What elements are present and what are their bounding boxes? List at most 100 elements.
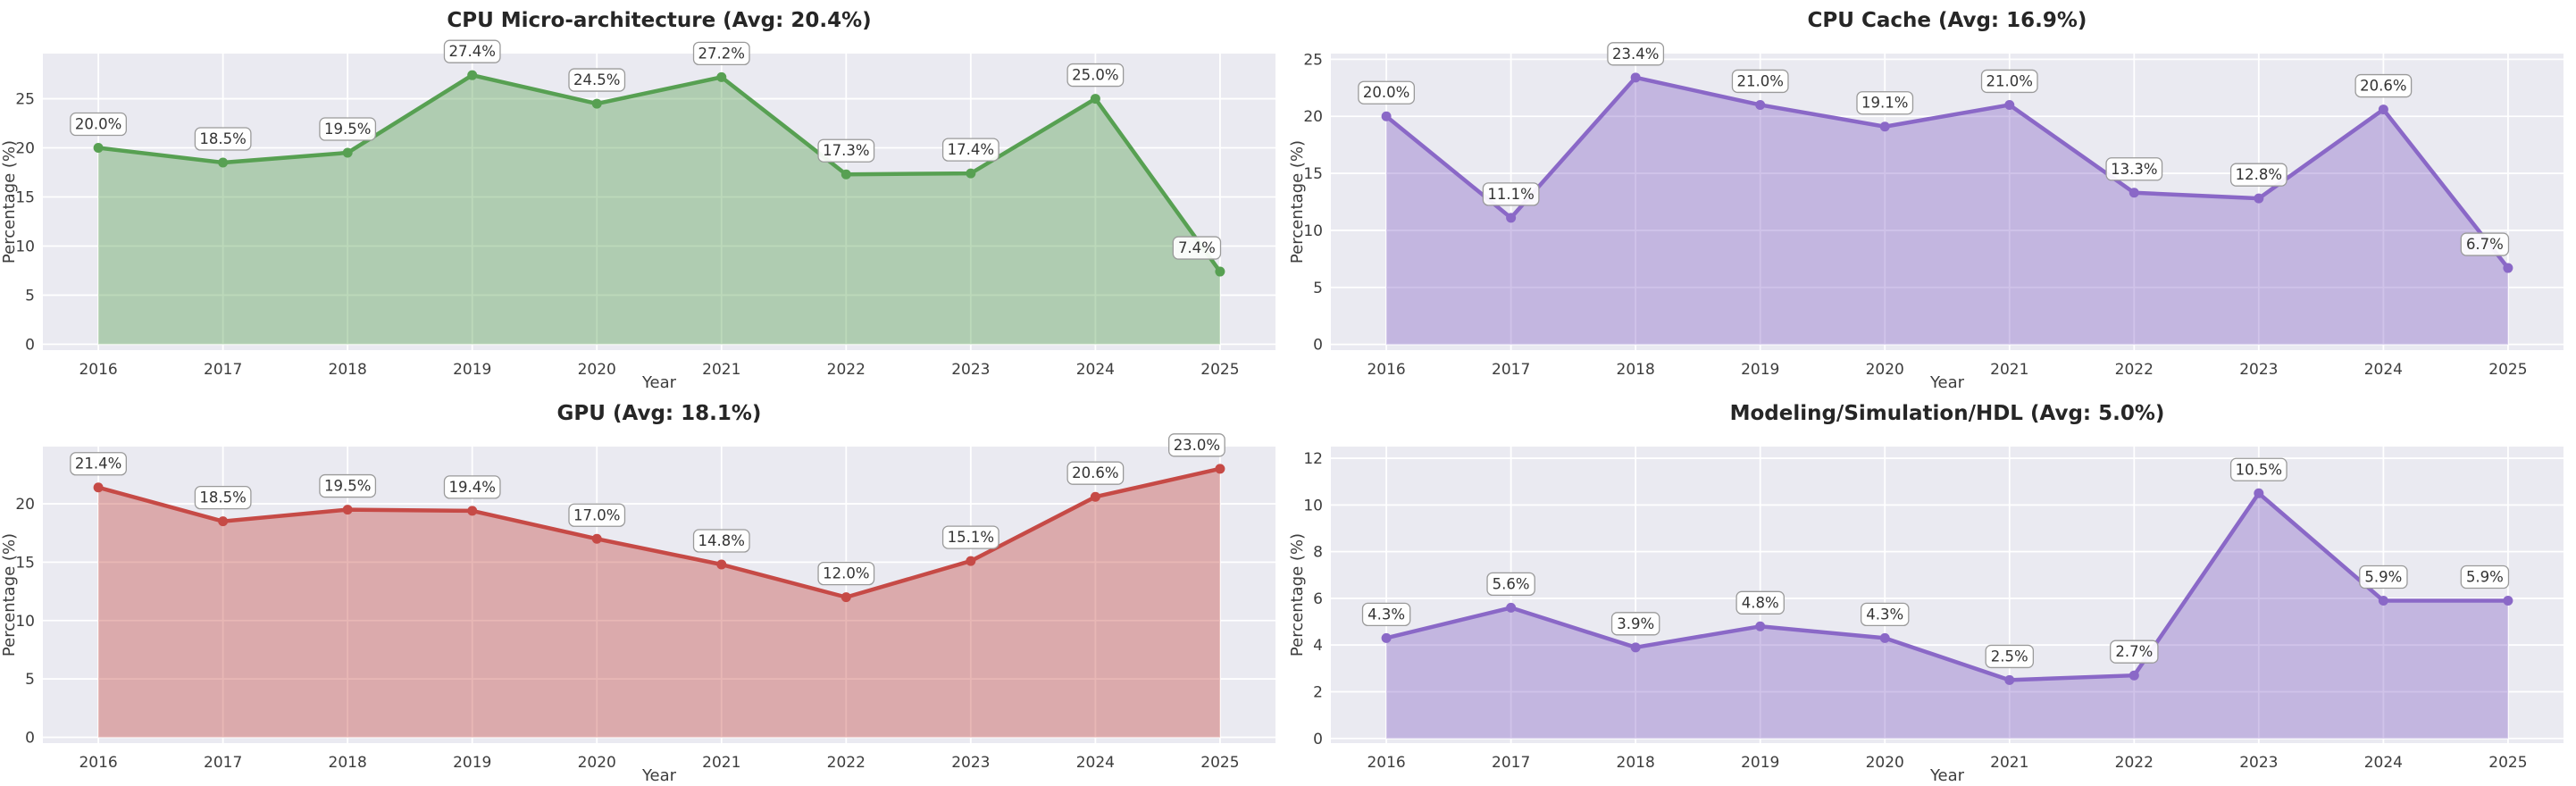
svg-text:5.9%: 5.9%	[2364, 569, 2402, 586]
svg-text:0: 0	[1313, 731, 1323, 748]
svg-text:27.2%: 27.2%	[698, 45, 745, 62]
svg-text:20.0%: 20.0%	[1363, 84, 1409, 101]
svg-text:2016: 2016	[1367, 754, 1405, 772]
svg-text:2017: 2017	[1492, 361, 1530, 379]
svg-text:Modeling/Simulation/HDL (Avg:: Modeling/Simulation/HDL (Avg: 5.0%)	[1730, 402, 2165, 425]
svg-text:4: 4	[1313, 637, 1323, 655]
svg-text:17.3%: 17.3%	[823, 142, 869, 159]
svg-text:2022: 2022	[827, 754, 866, 772]
svg-text:21.0%: 21.0%	[1986, 72, 2033, 89]
svg-text:19.5%: 19.5%	[324, 478, 371, 495]
svg-text:2018: 2018	[329, 754, 367, 772]
svg-text:0: 0	[25, 336, 35, 354]
svg-text:20.6%: 20.6%	[2360, 78, 2406, 95]
svg-text:17.4%: 17.4%	[948, 141, 994, 158]
svg-text:2021: 2021	[702, 754, 740, 772]
svg-text:Percentage (%): Percentage (%)	[0, 533, 19, 656]
svg-text:2024: 2024	[1076, 361, 1115, 379]
svg-text:25: 25	[15, 91, 35, 109]
chart-cell-cpu-cache: 0 5 10 15 20 25 2016 2017 2018 2019 2020 2021 2022 20…	[1288, 0, 2576, 393]
svg-text:2: 2	[1313, 683, 1323, 701]
svg-text:25.0%: 25.0%	[1072, 67, 1118, 84]
svg-text:2021: 2021	[702, 361, 740, 379]
svg-text:2016: 2016	[79, 754, 117, 772]
svg-text:Percentage (%): Percentage (%)	[1288, 140, 1307, 263]
svg-text:2019: 2019	[1741, 361, 1779, 379]
svg-text:5: 5	[1313, 280, 1323, 297]
svg-text:27.4%: 27.4%	[448, 43, 495, 60]
gpu-chart: 0 5 10 15 20 2016 2017 2018 2019 2020 2021 2022 2023…	[0, 402, 1275, 785]
svg-text:2016: 2016	[1367, 361, 1405, 379]
svg-text:10: 10	[15, 238, 35, 255]
svg-text:13.3%: 13.3%	[2111, 161, 2157, 178]
svg-text:15.1%: 15.1%	[948, 529, 994, 546]
svg-text:2022: 2022	[2115, 361, 2154, 379]
svg-text:2023: 2023	[951, 754, 990, 772]
svg-text:2023: 2023	[951, 361, 990, 379]
svg-text:2023: 2023	[2239, 754, 2278, 772]
svg-text:10: 10	[1303, 222, 1323, 240]
chart-cell-modeling-simulation-hdl: 0 2 4 6 8 10 12 2016 2017 2018 2019 2020 2021 2022 202…	[1288, 393, 2576, 786]
svg-text:2023: 2023	[2239, 361, 2278, 379]
svg-text:15: 15	[15, 189, 35, 207]
svg-text:2024: 2024	[2364, 754, 2403, 772]
svg-text:15: 15	[15, 554, 35, 572]
svg-text:21.0%: 21.0%	[1736, 72, 1783, 89]
svg-text:5.6%: 5.6%	[1493, 575, 1530, 592]
svg-text:20: 20	[15, 140, 35, 158]
svg-text:2024: 2024	[2364, 361, 2403, 379]
svg-text:2022: 2022	[827, 361, 866, 379]
svg-text:21.4%: 21.4%	[75, 456, 121, 472]
svg-text:6: 6	[1313, 590, 1323, 608]
svg-text:20: 20	[15, 496, 35, 514]
svg-text:2025: 2025	[1200, 754, 1239, 772]
svg-text:20.0%: 20.0%	[75, 116, 121, 133]
svg-text:Percentage (%): Percentage (%)	[1288, 533, 1307, 656]
svg-text:11.1%: 11.1%	[1487, 186, 1534, 203]
svg-text:2019: 2019	[1741, 754, 1779, 772]
svg-text:Year: Year	[1929, 373, 1965, 392]
svg-text:23.4%: 23.4%	[1612, 46, 1659, 63]
svg-text:Percentage (%): Percentage (%)	[0, 140, 19, 263]
svg-text:2022: 2022	[2115, 754, 2154, 772]
svg-text:2020: 2020	[578, 754, 616, 772]
svg-text:20: 20	[1303, 108, 1323, 126]
svg-text:CPU Micro-architecture (Avg: 2: CPU Micro-architecture (Avg: 20.4%)	[447, 9, 871, 32]
svg-text:2018: 2018	[1617, 754, 1655, 772]
svg-text:17.0%: 17.0%	[573, 506, 620, 523]
svg-text:2017: 2017	[204, 754, 242, 772]
svg-text:2017: 2017	[1492, 754, 1530, 772]
svg-text:2025: 2025	[1200, 361, 1239, 379]
svg-text:2017: 2017	[204, 361, 242, 379]
svg-text:19.4%: 19.4%	[448, 479, 495, 496]
svg-text:Year: Year	[641, 373, 677, 392]
svg-text:2024: 2024	[1076, 754, 1115, 772]
svg-text:18.5%: 18.5%	[199, 489, 246, 506]
svg-text:15: 15	[1303, 165, 1323, 183]
svg-text:4.3%: 4.3%	[1866, 606, 1903, 623]
svg-text:4.8%: 4.8%	[1742, 594, 1779, 611]
svg-text:Year: Year	[641, 766, 677, 785]
svg-text:Year: Year	[1929, 766, 1965, 785]
svg-text:2016: 2016	[79, 361, 117, 379]
svg-text:12: 12	[1303, 450, 1323, 468]
svg-text:2.5%: 2.5%	[1991, 648, 2028, 665]
chart-cell-gpu: 0 5 10 15 20 2016 2017 2018 2019 2020 2021 2022 2023…	[0, 393, 1288, 786]
svg-text:5: 5	[25, 671, 35, 689]
svg-text:5: 5	[25, 287, 35, 305]
svg-text:14.8%: 14.8%	[698, 532, 745, 549]
svg-text:0: 0	[1313, 337, 1323, 355]
svg-text:2021: 2021	[1990, 361, 2028, 379]
svg-text:18.5%: 18.5%	[199, 130, 246, 147]
svg-text:24.5%: 24.5%	[573, 71, 620, 88]
svg-text:2019: 2019	[453, 361, 491, 379]
svg-text:2025: 2025	[2488, 754, 2527, 772]
svg-text:19.1%: 19.1%	[1861, 95, 1908, 112]
svg-text:10: 10	[1303, 497, 1323, 514]
svg-text:2019: 2019	[453, 754, 491, 772]
svg-text:2018: 2018	[1617, 361, 1655, 379]
svg-text:2018: 2018	[329, 361, 367, 379]
